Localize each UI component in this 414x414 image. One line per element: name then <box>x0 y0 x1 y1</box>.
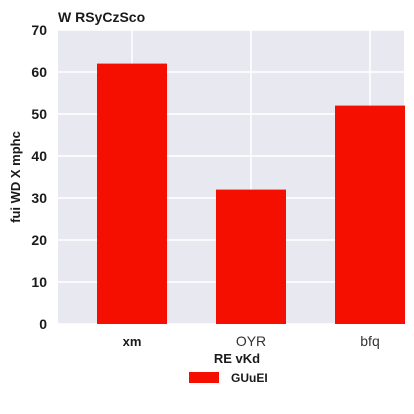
x-tick-label: OYR <box>236 333 266 349</box>
y-tick-label: 0 <box>39 316 47 332</box>
legend: GUuEI <box>189 371 268 385</box>
y-tick-label: 70 <box>31 22 47 38</box>
y-tick-label: 10 <box>31 274 47 290</box>
y-axis-label: fui WD X mphc <box>8 131 23 223</box>
bar-OYR <box>216 189 286 324</box>
y-axis-ticks: 0 10 20 30 40 50 60 70 <box>31 22 47 332</box>
y-tick-label: 30 <box>31 190 47 206</box>
legend-label: GUuEI <box>231 371 268 385</box>
y-tick-label: 60 <box>31 64 47 80</box>
bar-bfq <box>335 105 405 324</box>
bar-xm <box>97 63 167 324</box>
y-tick-label: 20 <box>31 232 47 248</box>
y-tick-label: 40 <box>31 148 47 164</box>
bars <box>97 63 405 324</box>
chart-title: W RSyCzSco <box>58 9 145 25</box>
x-tick-label: xm <box>123 334 142 349</box>
x-tick-label: bfq <box>360 333 379 349</box>
x-axis-label: RE vKd <box>214 351 260 366</box>
x-axis-ticks: xm OYR bfq <box>123 333 380 349</box>
y-tick-label: 50 <box>31 106 47 122</box>
legend-swatch <box>189 372 219 383</box>
